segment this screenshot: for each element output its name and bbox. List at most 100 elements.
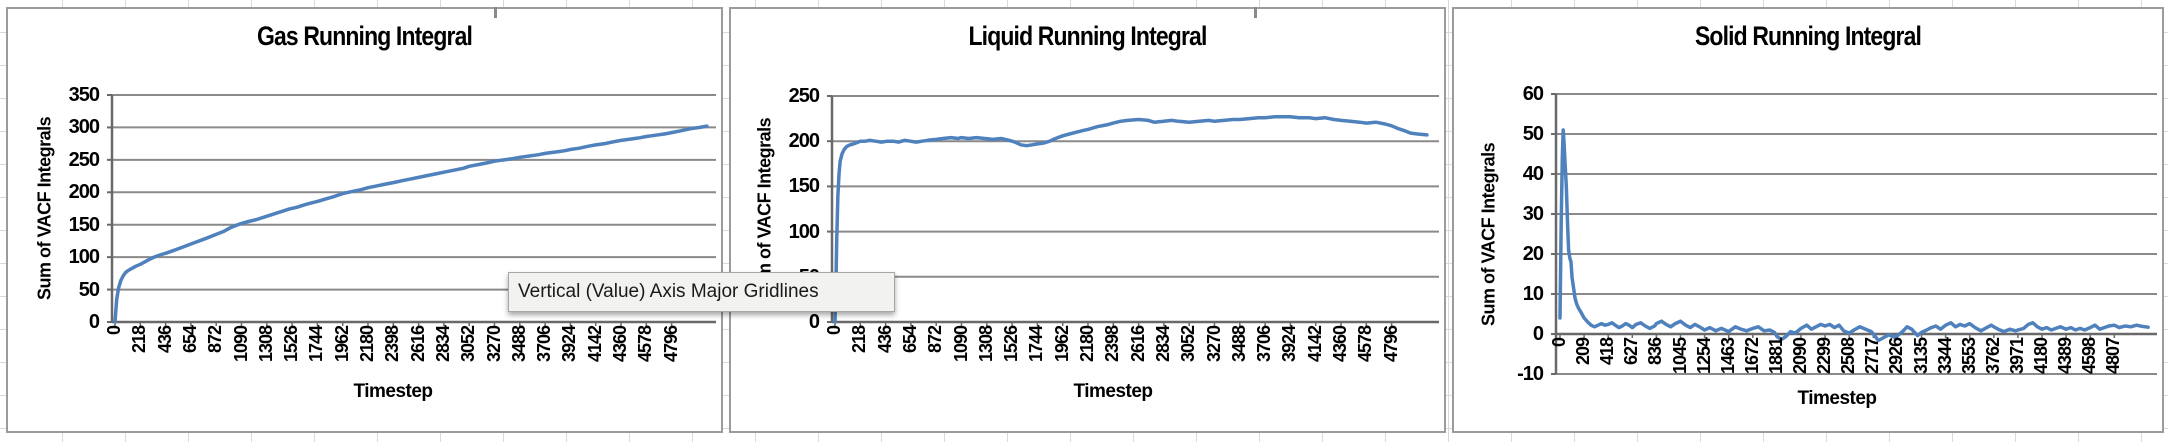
x-tick-label: 0 (824, 326, 844, 336)
y-tick-label: 200 (68, 181, 100, 204)
x-tick-label: 209 (1573, 338, 1594, 366)
y-tick-label: 200 (788, 130, 820, 153)
x-tick-label: 436 (154, 326, 175, 354)
x-tick-label: 2834 (1152, 326, 1173, 363)
x-axis-title-solid: Timestep (1797, 388, 1877, 409)
x-tick-label: 3052 (458, 326, 479, 363)
x-tick-label: 218 (849, 326, 870, 354)
x-tick-label: 2834 (432, 326, 453, 363)
x-tick-label: 0 (1549, 338, 1569, 348)
x-tick-label: 3344 (1934, 338, 1955, 375)
y-tick-label: 100 (68, 246, 100, 269)
y-tick-label: 40 (1522, 163, 1544, 185)
x-tick-label: 654 (179, 326, 200, 354)
x-tick-label: 1308 (975, 326, 996, 363)
x-tick-label: 2398 (1102, 326, 1123, 363)
x-tick-label: 2398 (382, 326, 403, 363)
x-tick-label: 2299 (1814, 338, 1835, 375)
x-tick-label: 1090 (950, 326, 971, 363)
chart-panel-gas[interactable] (6, 7, 723, 433)
x-tick-label: 4389 (2055, 338, 2076, 375)
x-tick-label: 2717 (1862, 338, 1883, 375)
x-tick-label: 2508 (1838, 338, 1859, 375)
x-tick-label: 1962 (331, 326, 352, 363)
y-tick-label: 0 (808, 311, 820, 333)
y-tick-label: 50 (1522, 123, 1544, 145)
y-tick-label: -10 (1517, 363, 1544, 385)
x-tick-label: 3270 (483, 326, 504, 363)
y-tick-label: 0 (88, 311, 100, 333)
x-tick-label: 1881 (1765, 338, 1786, 375)
x-tick-label: 4142 (1304, 326, 1325, 363)
series-line-solid[interactable] (1558, 128, 2150, 343)
x-tick-label: 1672 (1741, 338, 1762, 375)
x-tick-label: 4796 (1380, 326, 1401, 363)
y-tick-label: 350 (68, 84, 100, 106)
x-tick-label: 4807 (2103, 338, 2124, 375)
x-tick-label: 2180 (1077, 326, 1097, 363)
x-tick-label: 0 (104, 326, 124, 336)
series-line-liquid[interactable] (833, 115, 1429, 324)
x-tick-label: 4796 (660, 326, 681, 363)
chart-panel-liquid[interactable] (729, 7, 1446, 433)
x-tick-label: 1744 (306, 326, 327, 363)
x-tick-label: 4598 (2079, 338, 2100, 375)
x-tick-label: 1308 (255, 326, 276, 363)
x-tick-label: 3762 (1982, 338, 2003, 375)
x-tick-label: 1090 (230, 326, 251, 363)
x-tick-label: 3924 (1279, 326, 1300, 363)
x-tick-label: 3924 (559, 326, 580, 363)
worksheet-gridline-mark (1254, 7, 1257, 18)
x-tick-label: 1526 (1001, 326, 1022, 363)
chart-title-solid: Solid Running Integral (1694, 21, 1922, 51)
x-tick-label: 2180 (357, 326, 377, 363)
chart-panel-solid[interactable] (1452, 7, 2164, 433)
x-tick-label: 3135 (1910, 338, 1931, 375)
x-tick-label: 1045 (1669, 338, 1690, 375)
y-tick-label: 100 (788, 220, 820, 243)
y-tick-label: 250 (788, 85, 820, 107)
x-tick-label: 872 (205, 326, 226, 354)
x-tick-label: 4578 (1355, 326, 1376, 363)
x-tick-label: 418 (1597, 338, 1618, 366)
x-tick-label: 4360 (1330, 326, 1350, 363)
worksheet-gridline-mark (494, 7, 497, 18)
x-tick-label: 218 (129, 326, 150, 354)
x-axis-title-liquid: Timestep (1073, 381, 1153, 402)
x-tick-label: 1744 (1026, 326, 1047, 363)
x-tick-label: 1254 (1693, 338, 1714, 375)
y-tick-label: 50 (78, 278, 100, 301)
x-tick-label: 436 (874, 326, 895, 354)
x-tick-label: 654 (899, 326, 920, 354)
x-tick-label: 2616 (407, 326, 428, 363)
x-axis-title-gas: Timestep (353, 381, 433, 402)
y-tick-label: 300 (68, 116, 100, 139)
y-tick-label: 250 (68, 148, 100, 171)
y-tick-label: 150 (788, 175, 820, 198)
x-tick-label: 1526 (281, 326, 302, 363)
y-tick-label: 10 (1522, 283, 1544, 305)
gridlines-hover-tooltip: Vertical (Value) Axis Major Gridlines (508, 272, 895, 312)
chart-title-gas: Gas Running Integral (256, 21, 473, 51)
chart-title-liquid: Liquid Running Integral (968, 21, 1208, 51)
x-tick-label: 3488 (508, 326, 529, 363)
y-tick-label: 150 (68, 213, 100, 236)
x-tick-label: 1463 (1717, 338, 1738, 375)
x-tick-label: 3706 (1254, 326, 1275, 363)
x-tick-label: 836 (1645, 338, 1666, 366)
x-tick-label: 2616 (1127, 326, 1148, 363)
series-line-gas[interactable] (113, 124, 709, 324)
x-tick-label: 3971 (2006, 338, 2027, 375)
x-tick-label: 3553 (1958, 338, 1979, 375)
y-tick-label: 60 (1522, 83, 1544, 105)
x-tick-label: 3052 (1178, 326, 1199, 363)
y-tick-label: 20 (1522, 243, 1544, 265)
y-tick-label: 0 (1532, 323, 1544, 345)
x-tick-label: 2926 (1886, 338, 1907, 375)
y-tick-label: 30 (1522, 203, 1544, 225)
x-tick-label: 3706 (534, 326, 555, 363)
x-tick-label: 4180 (2031, 338, 2051, 375)
x-tick-label: 4142 (584, 326, 605, 363)
